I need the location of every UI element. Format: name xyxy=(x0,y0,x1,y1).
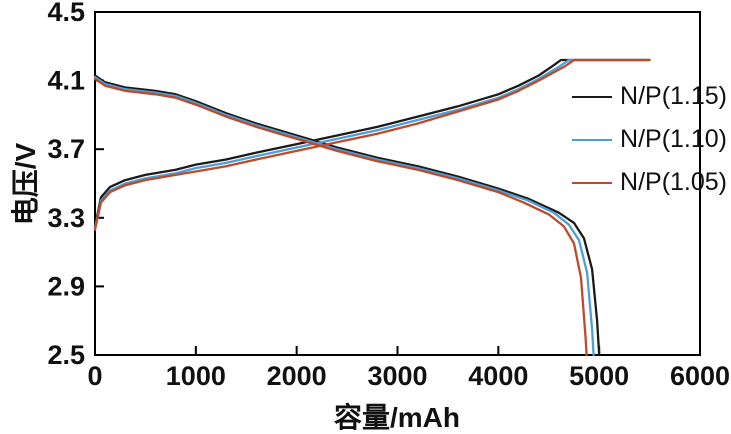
series-discharge-curve xyxy=(93,76,595,357)
legend-item: N/P(1.15) xyxy=(572,82,727,111)
y-axis-label: 电压/V xyxy=(10,142,41,226)
series-discharge-curve xyxy=(93,77,588,357)
x-tick-label: 1000 xyxy=(166,361,226,391)
x-axis-label: 容量/mAh xyxy=(333,402,461,433)
legend: N/P(1.15) N/P(1.10) N/P(1.05) xyxy=(572,82,727,197)
x-tick-label: 6000 xyxy=(670,361,730,391)
legend-line-swatch xyxy=(572,181,613,184)
legend-label: N/P(1.15) xyxy=(620,82,727,110)
series-charge-curve xyxy=(93,58,651,228)
y-tick-label: 3.3 xyxy=(47,203,85,233)
series-discharge-curve xyxy=(93,74,601,357)
x-tick-label: 4000 xyxy=(468,361,528,391)
y-tick-label: 3.7 xyxy=(47,134,85,164)
y-tick-label: 4.5 xyxy=(47,0,85,27)
series-charge-curve xyxy=(93,58,651,231)
x-tick-label: 3000 xyxy=(367,361,427,391)
x-tick-label: 0 xyxy=(87,361,102,391)
legend-label: N/P(1.10) xyxy=(620,125,727,153)
x-tick-label: 2000 xyxy=(267,361,327,391)
legend-label: N/P(1.05) xyxy=(620,168,727,196)
y-tick-label: 2.5 xyxy=(47,340,85,370)
legend-item: N/P(1.05) xyxy=(572,168,727,197)
legend-line-swatch xyxy=(572,138,613,141)
x-tick-label: 5000 xyxy=(569,361,629,391)
legend-item: N/P(1.10) xyxy=(572,125,727,154)
y-tick-label: 4.1 xyxy=(47,66,85,96)
y-tick-label: 2.9 xyxy=(47,271,85,301)
series-charge-curve xyxy=(93,58,651,230)
legend-line-swatch xyxy=(572,95,613,98)
